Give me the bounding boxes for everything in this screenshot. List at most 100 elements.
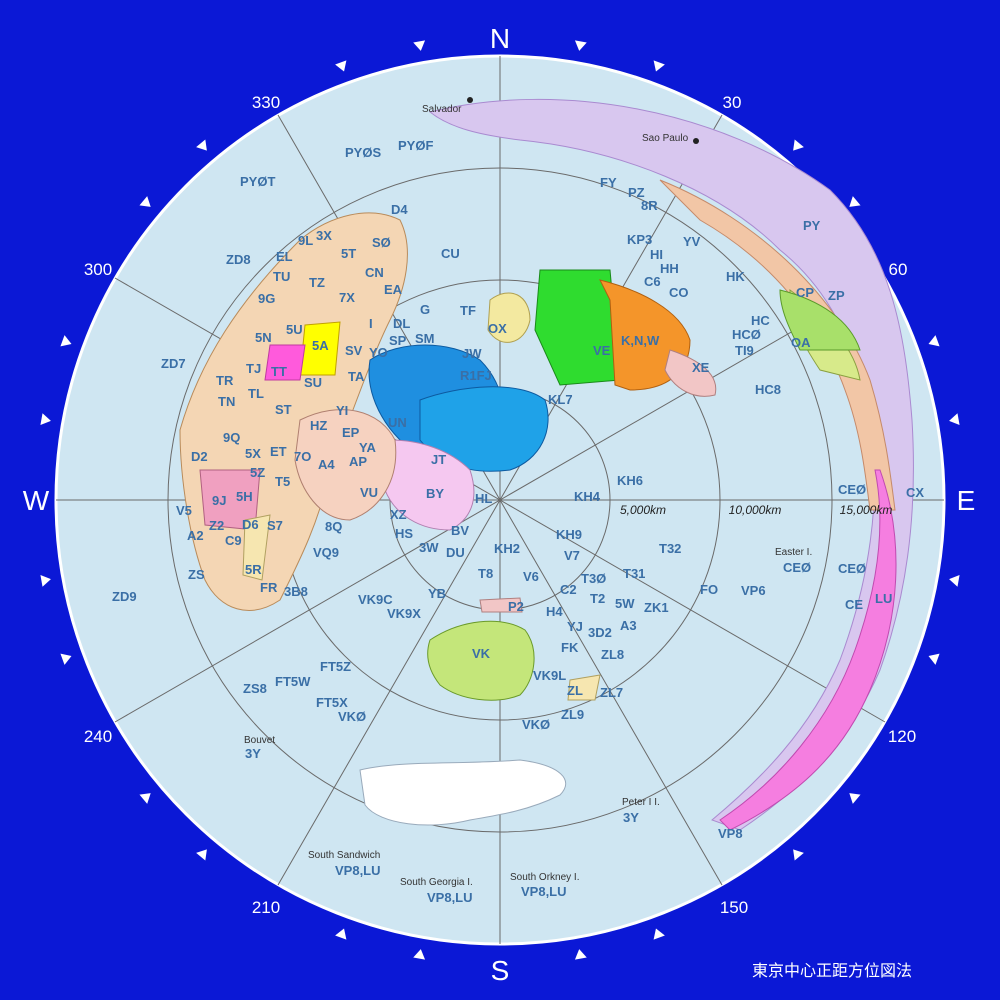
prefix-sp: SP	[389, 333, 407, 348]
prefix-5w: 5W	[615, 596, 635, 611]
compass-tick-icon	[574, 40, 587, 51]
prefix-yi: YI	[336, 403, 348, 418]
prefix-vk9x: VK9X	[387, 606, 421, 621]
prefix-cx: CX	[906, 485, 924, 500]
prefix-cn: CN	[365, 265, 384, 280]
compass-tick-icon	[40, 574, 51, 587]
prefix-a4: A4	[318, 457, 335, 472]
prefix-zp: ZP	[828, 288, 845, 303]
prefix-s0: SØ	[372, 235, 391, 250]
prefix-kp3: KP3	[627, 232, 652, 247]
prefix-7o: 7O	[294, 449, 311, 464]
compass-tick-icon	[793, 849, 804, 861]
prefix-ft5z: FT5Z	[320, 659, 351, 674]
prefix-el: EL	[276, 249, 293, 264]
prefix-5n: 5N	[255, 330, 272, 345]
prefix-pyot: PYØT	[240, 174, 275, 189]
prefix-d2: D2	[191, 449, 208, 464]
prefix-vp8lu-b: VP8,LU	[427, 890, 473, 905]
compass-tick-icon	[139, 793, 151, 804]
bearing-210: 210	[252, 898, 280, 917]
bearing-240: 240	[84, 727, 112, 746]
distance-5000: 5,000km	[620, 503, 666, 517]
prefix-z2: Z2	[209, 518, 224, 533]
prefix-ox: OX	[488, 321, 507, 336]
prefix-tu: TU	[273, 269, 290, 284]
distance-10000: 10,000km	[729, 503, 782, 517]
prefix-bv: BV	[451, 523, 469, 538]
place-south-orkney: South Orkney I.	[510, 872, 579, 883]
prefix-ce: CE	[845, 597, 863, 612]
prefix-9g: 9G	[258, 291, 275, 306]
prefix-hc: HC	[751, 313, 770, 328]
north-label: N	[490, 23, 510, 54]
place-peter: Peter I I.	[622, 797, 660, 808]
prefix-zk1: ZK1	[644, 600, 669, 615]
prefix-v6: V6	[523, 569, 539, 584]
madagascar	[242, 514, 271, 581]
compass-tick-icon	[40, 413, 51, 426]
prefix-vu: VU	[360, 485, 378, 500]
prefix-3x: 3X	[316, 228, 332, 243]
prefix-ep: EP	[342, 425, 360, 440]
prefix-zs8: ZS8	[243, 681, 267, 696]
place-sao-paulo: Sao Paulo	[642, 133, 689, 144]
prefix-t31: T31	[623, 566, 645, 581]
prefix-tr: TR	[216, 373, 234, 388]
south-label: S	[491, 955, 510, 986]
prefix-ea: EA	[384, 282, 403, 297]
place-south-georgia: South Georgia I.	[400, 877, 473, 888]
prefix-t30: T3Ø	[581, 571, 606, 586]
prefix-hl: HL	[475, 491, 492, 506]
place-salvador: Salvador	[422, 104, 462, 115]
mexico	[664, 349, 717, 397]
prefix-yj: YJ	[567, 619, 583, 634]
prefix-ve: VE	[593, 343, 611, 358]
prefix-5z: 5Z	[250, 465, 265, 480]
bearing-60: 60	[889, 260, 908, 279]
prefix-oa: OA	[791, 335, 811, 350]
prefix-hs: HS	[395, 526, 413, 541]
prefix-ft5w: FT5W	[275, 674, 311, 689]
west-label: W	[23, 485, 50, 516]
compass-tick-icon	[949, 413, 960, 426]
compass-tick-icon	[928, 653, 940, 665]
prefix-5r: 5R	[245, 562, 262, 577]
compass-tick-icon	[196, 139, 207, 151]
prefix-yb: YB	[428, 586, 446, 601]
prefix-xz: XZ	[390, 507, 407, 522]
prefix-st: ST	[275, 402, 292, 417]
prefix-5x: 5X	[245, 446, 261, 461]
bearing-120: 120	[888, 727, 916, 746]
prefix-sv: SV	[345, 343, 363, 358]
prefix-vp6: VP6	[741, 583, 766, 598]
prefix-ap: AP	[349, 454, 367, 469]
prefix-hz: HZ	[310, 418, 327, 433]
prefix-t5: T5	[275, 474, 290, 489]
prefix-h4: H4	[546, 604, 563, 619]
prefix-vp8: VP8	[718, 826, 743, 841]
prefix-a2: A2	[187, 528, 204, 543]
prefix-9q: 9Q	[223, 430, 240, 445]
prefix-fo: FO	[700, 582, 718, 597]
prefix-zl9: ZL9	[561, 707, 584, 722]
bearing-150: 150	[720, 898, 748, 917]
prefix-lu: LU	[875, 591, 892, 606]
prefix-tn: TN	[218, 394, 235, 409]
compass-ticks	[40, 40, 960, 960]
landmasses	[179, 98, 914, 831]
prefix-cu: CU	[441, 246, 460, 261]
compass-tick-icon	[653, 60, 665, 72]
prefix-tj: TJ	[246, 361, 261, 376]
prefix-7x: 7X	[339, 290, 355, 305]
prefix-p2: P2	[508, 599, 524, 614]
prefix-yv: YV	[683, 234, 701, 249]
distance-15000: 15,000km	[840, 503, 893, 517]
greenland	[487, 292, 531, 343]
prefix-hi: HI	[650, 247, 663, 262]
prefix-kh2: KH2	[494, 541, 520, 556]
prefix-kh6: KH6	[617, 473, 643, 488]
prefix-5h: 5H	[236, 489, 253, 504]
prefix-c9: C9	[225, 533, 242, 548]
prefix-zl8: ZL8	[601, 647, 624, 662]
